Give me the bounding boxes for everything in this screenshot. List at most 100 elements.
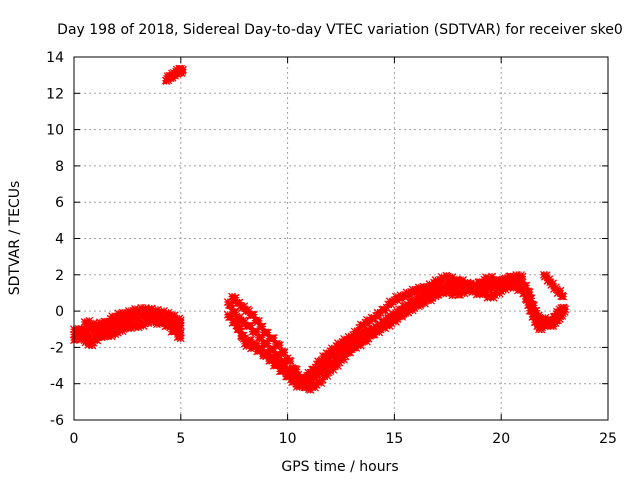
trace-marker (236, 324, 244, 333)
trace-marker (373, 326, 382, 335)
trace-marker (448, 276, 457, 285)
trace-marker (227, 301, 236, 310)
trace-marker (492, 288, 501, 297)
trace-marker (488, 290, 497, 298)
trace-marker (311, 373, 320, 382)
trace-marker (424, 282, 432, 291)
trace-marker (370, 314, 379, 323)
trace-marker (231, 308, 240, 317)
trace-marker (481, 288, 490, 297)
trace-marker (170, 311, 179, 320)
trace-marker (501, 285, 510, 294)
trace-marker (419, 282, 428, 291)
trace-marker (427, 293, 435, 302)
trace-marker (477, 285, 486, 294)
trace-marker (280, 362, 289, 371)
trace-marker (323, 352, 332, 361)
series-trace-j (501, 272, 568, 331)
y-tick-label: 12 (46, 86, 64, 102)
trace-marker (333, 361, 342, 370)
trace-marker (451, 277, 460, 286)
trace-marker (430, 282, 439, 291)
trace-marker (488, 272, 497, 281)
trace-marker (356, 341, 365, 350)
trace-marker (460, 289, 469, 298)
trace-marker (428, 284, 437, 293)
trace-marker (312, 370, 321, 379)
series-trace-d (80, 303, 185, 331)
trace-marker (352, 340, 361, 349)
trace-marker (317, 379, 326, 388)
trace-marker (391, 311, 400, 320)
trace-marker (381, 306, 390, 315)
x-tick-label: 5 (176, 431, 185, 447)
trace-marker (551, 283, 560, 292)
trace-marker (424, 292, 432, 301)
trace-marker (105, 317, 114, 326)
trace-marker (366, 316, 374, 325)
trace-marker (437, 273, 446, 281)
trace-marker (300, 379, 309, 388)
trace-marker (325, 349, 334, 358)
trace-marker (329, 347, 338, 356)
trace-marker (492, 275, 501, 284)
trace-marker (310, 366, 319, 375)
trace-marker (362, 333, 371, 341)
trace-marker (532, 306, 541, 315)
trace-marker (291, 377, 300, 386)
y-tick-label: 6 (55, 195, 64, 211)
trace-marker (323, 371, 332, 380)
trace-marker (141, 304, 150, 312)
trace-marker (292, 365, 301, 374)
data-point (176, 328, 185, 337)
trace-marker (109, 323, 118, 332)
trace-marker (391, 317, 400, 326)
trace-marker (153, 305, 162, 314)
trace-marker (268, 355, 277, 364)
trace-marker (95, 318, 104, 327)
trace-marker (434, 278, 443, 287)
trace-marker (325, 354, 334, 363)
trace-marker (542, 271, 551, 280)
data-point (176, 316, 185, 325)
trace-marker (385, 322, 394, 330)
trace-marker (257, 333, 266, 342)
trace-marker (404, 301, 413, 309)
trace-marker (494, 286, 503, 294)
trace-marker (253, 339, 262, 348)
trace-marker (92, 336, 101, 344)
trace-marker (375, 323, 384, 332)
trace-marker (329, 358, 338, 367)
trace-marker (393, 296, 402, 305)
trace-marker (402, 288, 411, 297)
trace-marker (387, 300, 396, 309)
data-point (232, 318, 241, 326)
trace-marker (71, 335, 80, 344)
series-outlier (161, 64, 187, 85)
trace-marker (329, 365, 338, 374)
trace-marker (306, 375, 315, 384)
data-point (245, 307, 254, 316)
trace-marker (545, 275, 554, 284)
trace-marker (385, 316, 394, 325)
trace-marker (427, 287, 435, 296)
y-tick-label: 14 (46, 50, 64, 66)
trace-marker (367, 330, 376, 339)
data-point (112, 312, 121, 321)
data-point (240, 318, 249, 326)
trace-marker (327, 361, 336, 370)
data-point (518, 278, 527, 287)
trace-marker (416, 299, 425, 308)
trace-marker (353, 327, 362, 336)
trace-marker (346, 336, 355, 345)
trace-marker (263, 351, 272, 360)
trace-marker (111, 330, 120, 339)
trace-marker (250, 310, 258, 319)
data-point (178, 65, 187, 74)
trace-marker (172, 326, 181, 335)
trace-marker (286, 368, 295, 377)
trace-marker (446, 279, 455, 288)
trace-marker (227, 312, 236, 321)
trace-marker (344, 348, 353, 357)
trace-marker (118, 308, 127, 317)
